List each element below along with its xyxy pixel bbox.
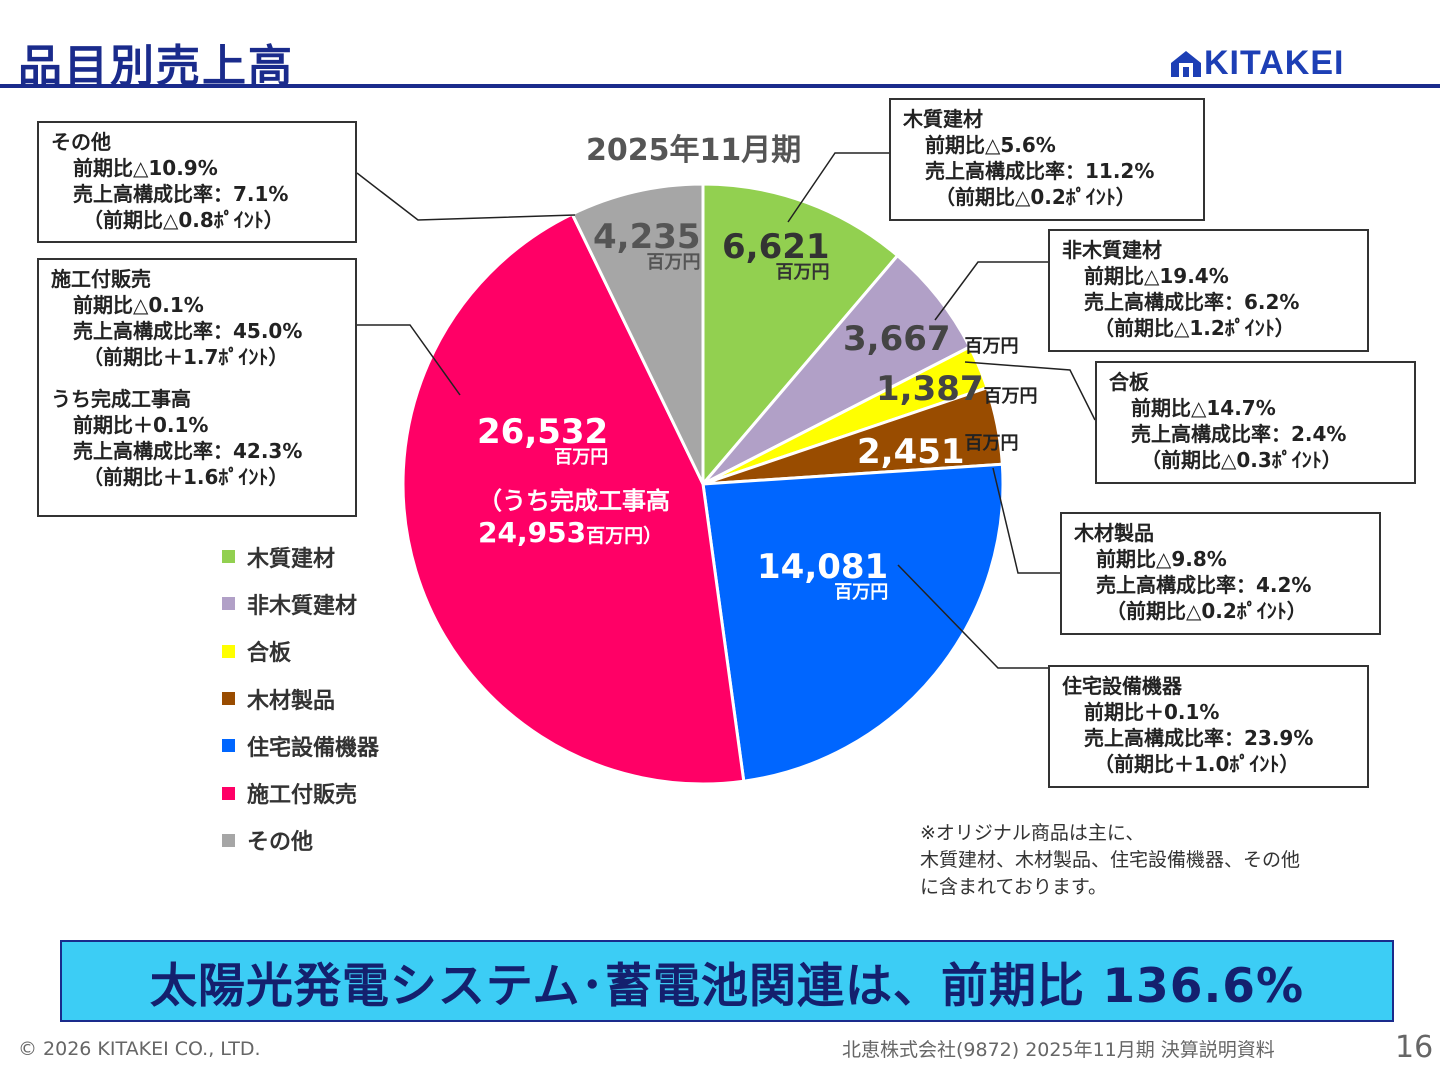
- value-label-gohan: 1,387 百万円: [876, 369, 1038, 409]
- callout-gohan: 合板 前期比△14.7% 売上高構成比率：2.4% （前期比△0.3ﾎﾟｲﾝﾄ）: [1095, 361, 1416, 484]
- callout-seko: 施工付販売 前期比△0.1% 売上高構成比率：45.0% （前期比＋1.7ﾎﾟｲﾝﾄ）…: [37, 258, 357, 517]
- legend-item: 木質建材: [222, 533, 379, 580]
- logo-text: KITAKEI: [1204, 44, 1345, 82]
- legend-item: 木材製品: [222, 675, 379, 722]
- leader-line-jutaku: [897, 564, 1048, 669]
- legend-label: 住宅設備機器: [247, 735, 380, 761]
- legend-swatch: [222, 786, 235, 800]
- legend-swatch: [222, 833, 235, 847]
- pie-slice-5: [401, 212, 746, 786]
- callout-sonota: その他 前期比△10.9% 売上高構成比率：7.1% （前期比△0.8ﾎﾟｲﾝﾄ）: [37, 121, 357, 243]
- chart-title: 2025年11月期: [586, 133, 802, 168]
- legend-label: 非木質建材: [247, 593, 358, 619]
- value-label-mokushitsu: 6,621 百万円: [722, 227, 830, 283]
- legend-item: 住宅設備機器: [222, 722, 379, 769]
- leader-line-sonota: [356, 172, 576, 221]
- sub-label-kansei: （うち完成工事高 24,953百万円）: [478, 487, 670, 549]
- legend-swatch: [222, 644, 235, 658]
- legend-label: 合板: [247, 641, 292, 667]
- legend-label: 木質建材: [247, 546, 336, 572]
- legend-swatch: [222, 692, 235, 706]
- value-label-sonota: 4,235 百万円: [593, 217, 701, 273]
- leader-line-seko: [357, 324, 461, 396]
- leader-line-gohan: [964, 361, 1096, 421]
- value-label-himokushitsu: 3,667 百万円: [843, 319, 1019, 359]
- value-label-seko: 26,532 百万円: [477, 412, 609, 468]
- legend: 木質建材非木質建材合板木材製品住宅設備機器 施工付販売その他: [222, 533, 379, 864]
- legend-item: その他: [222, 817, 379, 864]
- legend-swatch: [222, 550, 235, 564]
- callout-jutaku: 住宅設備機器 前期比＋0.1% 売上高構成比率：23.9% （前期比＋1.0ﾎﾟｲﾝﾄ…: [1048, 665, 1369, 788]
- legend-label: 施工付販売: [247, 783, 358, 809]
- leader-line-mokuzai: [992, 467, 1060, 574]
- legend-item: 非木質建材: [222, 580, 379, 627]
- legend-label: 木材製品: [247, 688, 336, 714]
- highlight-banner: 太陽光発電システム･蓄電池関連は、前期比 136.6%: [60, 940, 1394, 1022]
- header-rule: [0, 84, 1440, 88]
- value-label-mokuzai: 2,451 百万円: [857, 432, 1019, 472]
- page-number: 16: [1395, 1030, 1434, 1065]
- leader-line-mokushitsu: [787, 152, 889, 223]
- copyright: © 2026 KITAKEI CO., LTD.: [18, 1038, 261, 1060]
- pie-slice-6: [570, 182, 705, 485]
- legend-swatch: [222, 739, 235, 753]
- legend-item: 合板: [222, 628, 379, 675]
- pie-slice-4: [701, 462, 1005, 783]
- legend-item: 施工付販売: [222, 769, 379, 816]
- value-label-jutaku: 14,081 百万円: [757, 547, 889, 603]
- document-title: 北恵株式会社(9872) 2025年11月期 決算説明資料: [842, 1039, 1275, 1061]
- leader-line-himokushitsu: [934, 261, 1048, 321]
- callout-himokushitsu: 非木質建材 前期比△19.4% 売上高構成比率：6.2% （前期比△1.2ﾎﾟｲﾝﾄ）: [1048, 229, 1369, 352]
- company-logo: KITAKEI: [1170, 44, 1344, 83]
- pie-slice-1: [701, 253, 972, 486]
- callout-mokushitsu: 木質建材 前期比△5.6% 売上高構成比率：11.2% （前期比△0.2ﾎﾟｲﾝﾄ）: [889, 98, 1205, 221]
- house-icon: [1171, 50, 1201, 77]
- footnote: ※オリジナル商品は主に、 木質建材、木材製品、住宅設備機器、その他 に含まれておりま…: [920, 822, 1301, 898]
- callout-mokuzai: 木材製品 前期比△9.8% 売上高構成比率：4.2% （前期比△0.2ﾎﾟｲﾝﾄ）: [1060, 512, 1381, 635]
- pie-slice-0: [701, 182, 900, 489]
- legend-label: その他: [247, 830, 314, 856]
- page-title: 品目別売上高: [18, 41, 294, 92]
- leader-lines: [356, 152, 1096, 669]
- legend-swatch: [222, 597, 235, 611]
